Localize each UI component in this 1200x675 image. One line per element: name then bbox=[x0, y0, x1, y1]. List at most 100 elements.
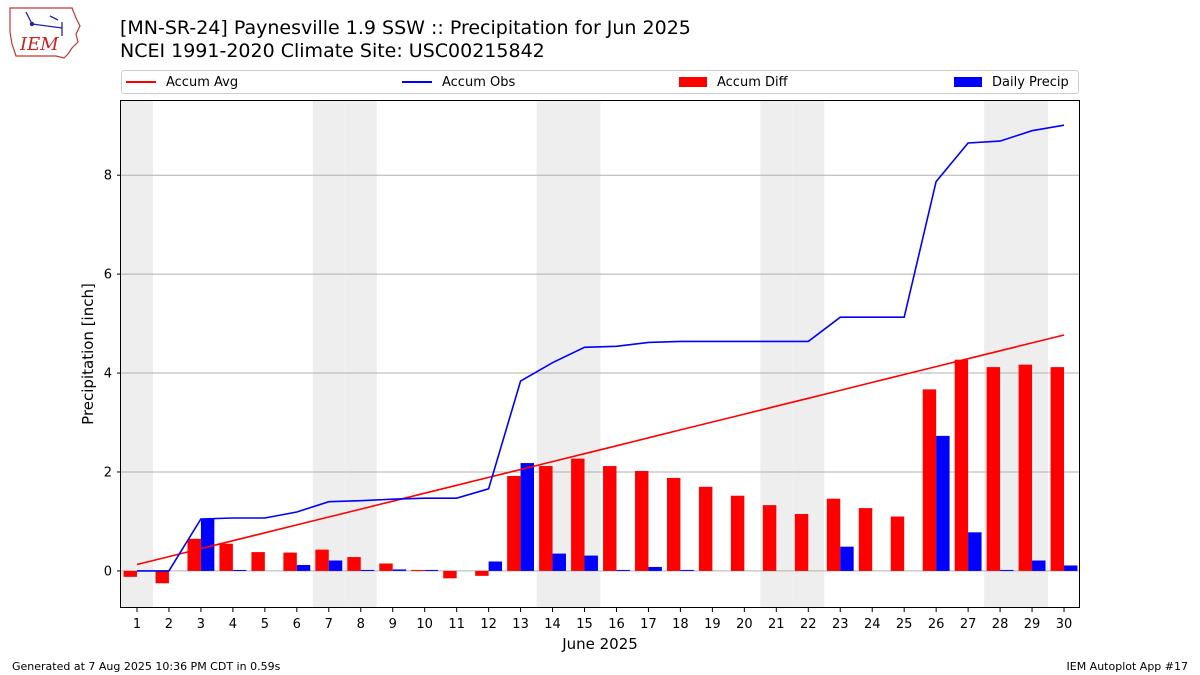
daily-precip-bar bbox=[1000, 569, 1014, 571]
daily-precip-bar bbox=[680, 569, 694, 571]
gridlines bbox=[121, 174, 1080, 572]
legend-label: Accum Avg bbox=[166, 74, 239, 90]
accum-diff-bar bbox=[443, 570, 457, 579]
accum-diff-bar bbox=[571, 458, 585, 571]
daily-precip-bar bbox=[200, 518, 215, 571]
accum-diff-bar bbox=[922, 389, 937, 571]
legend-swatch bbox=[679, 77, 707, 87]
legend-swatch bbox=[402, 81, 432, 83]
x-tick-label: 16 bbox=[608, 617, 625, 632]
y-tick-label: 6 bbox=[104, 268, 112, 283]
accum-diff-bar bbox=[762, 505, 777, 571]
daily-precip-bar bbox=[488, 561, 503, 571]
legend-item-accum-obs: Accum Obs bbox=[402, 71, 515, 93]
weekend-band bbox=[344, 101, 377, 608]
x-tick-label: 12 bbox=[480, 617, 497, 632]
accum-diff-bar bbox=[251, 552, 265, 571]
y-tick-label: 8 bbox=[104, 169, 112, 184]
legend-swatch bbox=[954, 77, 982, 87]
x-tick-label: 17 bbox=[640, 617, 657, 632]
weekend-band bbox=[121, 101, 153, 608]
accum-diff-bar bbox=[219, 543, 233, 571]
accum-diff-bar bbox=[315, 549, 329, 571]
accum-diff-bar bbox=[1050, 367, 1065, 571]
daily-precip-bar bbox=[616, 569, 630, 571]
daily-precip-bar bbox=[296, 564, 311, 571]
daily-precip-bar bbox=[840, 546, 854, 571]
x-tick-label: 14 bbox=[544, 617, 561, 632]
accum-diff-bar bbox=[379, 563, 393, 571]
daily-precip-bar bbox=[520, 463, 535, 571]
x-tick-label: 13 bbox=[512, 617, 529, 632]
x-tick-label: 3 bbox=[197, 617, 205, 632]
x-tick-label: 22 bbox=[800, 617, 817, 632]
x-tick-label: 25 bbox=[896, 617, 913, 632]
lines bbox=[136, 124, 1065, 572]
x-axis-label: June 2025 bbox=[561, 635, 638, 653]
x-tick-label: 10 bbox=[416, 617, 433, 632]
accum-diff-bar bbox=[826, 498, 841, 571]
accum-diff-bar bbox=[187, 538, 201, 571]
accum-diff-bar bbox=[794, 514, 809, 571]
daily-precip-bar bbox=[1064, 565, 1078, 571]
x-tick-label: 6 bbox=[293, 617, 301, 632]
x-tick-label: 1 bbox=[133, 617, 141, 632]
generated-timestamp: Generated at 7 Aug 2025 10:36 PM CDT in … bbox=[12, 660, 281, 673]
y-axis-label: Precipitation [inch] bbox=[79, 283, 97, 425]
y-tick-label: 4 bbox=[104, 367, 112, 382]
daily-precip-bar bbox=[424, 569, 439, 571]
accum-diff-bar bbox=[155, 570, 169, 584]
daily-precip-bar bbox=[232, 569, 247, 571]
daily-precip-bar bbox=[584, 555, 598, 571]
accum-diff-bar bbox=[123, 570, 137, 577]
x-tick-label: 9 bbox=[389, 617, 397, 632]
x-tick-label: 24 bbox=[864, 617, 881, 632]
daily-precip-bar bbox=[392, 569, 407, 571]
daily-precip-bar bbox=[360, 569, 375, 571]
weekend-shading bbox=[121, 101, 1049, 608]
plot-frame bbox=[120, 100, 1080, 608]
accum-diff-bar bbox=[730, 495, 745, 571]
legend-item-accum-avg: Accum Avg bbox=[126, 71, 238, 93]
x-tick-label: 15 bbox=[576, 617, 593, 632]
accum-diff-bar bbox=[986, 367, 1001, 571]
accum-diff-bar bbox=[1018, 364, 1033, 571]
x-tick-label: 20 bbox=[736, 617, 753, 632]
daily-precip-bar bbox=[328, 560, 343, 571]
x-tick-label: 2 bbox=[165, 617, 173, 632]
sensor-icon bbox=[29, 21, 35, 27]
legend-item-accum-diff: Accum Diff bbox=[679, 71, 788, 93]
x-tick-label: 28 bbox=[992, 617, 1009, 632]
accum-diff-bar bbox=[347, 557, 361, 571]
legend-label: Daily Precip bbox=[992, 74, 1069, 90]
x-tick-label: 7 bbox=[325, 617, 333, 632]
iem-logo: IEM bbox=[6, 4, 84, 64]
chart-title: [MN-SR-24] Paynesville 1.9 SSW :: Precip… bbox=[120, 17, 691, 39]
x-tick-label: 26 bbox=[928, 617, 945, 632]
daily-precip-bar bbox=[936, 435, 950, 571]
accum-diff-bar bbox=[475, 570, 489, 576]
accum-diff-bar bbox=[698, 486, 713, 571]
daily-precip-bar bbox=[1032, 560, 1046, 571]
chart-subtitle: NCEI 1991-2020 Climate Site: USC00215842 bbox=[120, 40, 545, 62]
y-tick-label: 2 bbox=[104, 465, 112, 480]
weekend-band bbox=[312, 101, 345, 608]
x-tick-label: 11 bbox=[448, 617, 465, 632]
legend-swatch bbox=[126, 81, 156, 83]
logo-text: IEM bbox=[19, 34, 59, 55]
app-label: IEM Autoplot App #17 bbox=[1066, 660, 1189, 673]
daily-precip-bar bbox=[648, 566, 662, 571]
accum-diff-bar bbox=[603, 466, 617, 571]
x-tick-label: 27 bbox=[960, 617, 977, 632]
x-tick-label: 23 bbox=[832, 617, 849, 632]
x-tick-label: 19 bbox=[704, 617, 721, 632]
x-tick-label: 21 bbox=[768, 617, 785, 632]
accum-avg-line bbox=[136, 334, 1065, 566]
daily-precip-bar bbox=[552, 553, 566, 571]
accum-diff-bar bbox=[411, 569, 425, 571]
x-tick-label: 8 bbox=[357, 617, 365, 632]
legend-item-daily-precip: Daily Precip bbox=[954, 71, 1069, 93]
accum-diff-bar bbox=[858, 508, 873, 571]
